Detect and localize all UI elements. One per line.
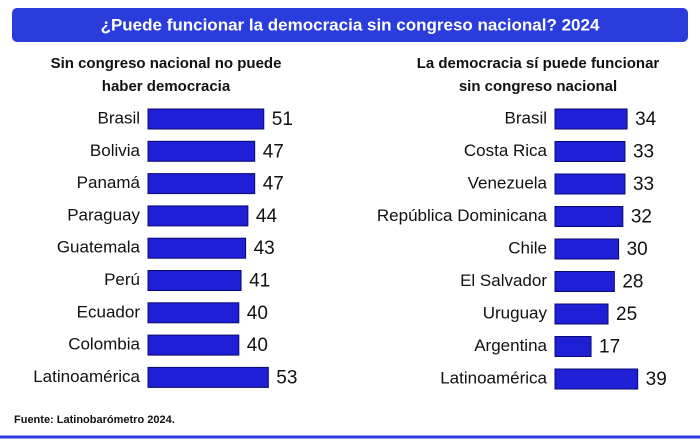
bar bbox=[147, 173, 256, 195]
value-label: 28 bbox=[622, 272, 643, 293]
category-label: El Salvador bbox=[460, 271, 547, 290]
category-label: Latinoamérica bbox=[440, 368, 547, 387]
value-label: 47 bbox=[263, 141, 284, 162]
value-label: 47 bbox=[263, 174, 284, 195]
category-label: Brasil bbox=[504, 108, 547, 127]
bar bbox=[147, 334, 240, 356]
panel-subtitle: La democracia sí puede funcionar bbox=[417, 55, 660, 72]
category-label: Bolivia bbox=[90, 141, 141, 160]
bar bbox=[554, 271, 615, 292]
panel-subtitle: Sin congreso nacional no puede bbox=[51, 55, 282, 72]
category-label: Chile bbox=[508, 238, 547, 257]
source-note: Fuente: Latinobarómetro 2024. bbox=[14, 414, 175, 426]
value-label: 53 bbox=[276, 367, 297, 388]
value-label: 41 bbox=[249, 271, 270, 292]
bar bbox=[147, 108, 265, 130]
value-label: 51 bbox=[272, 109, 293, 130]
bar bbox=[147, 205, 249, 227]
value-label: 44 bbox=[256, 206, 278, 227]
bar bbox=[554, 368, 639, 390]
value-label: 40 bbox=[247, 335, 268, 356]
category-label: Paraguay bbox=[67, 205, 140, 224]
bar bbox=[147, 302, 240, 324]
bar bbox=[554, 141, 626, 162]
category-label: Costa Rica bbox=[464, 141, 548, 160]
value-label: 30 bbox=[627, 239, 648, 260]
category-label: Venezuela bbox=[468, 173, 548, 192]
value-label: 25 bbox=[616, 304, 637, 325]
category-label: Latinoamérica bbox=[33, 367, 140, 386]
bar bbox=[554, 108, 628, 130]
bar bbox=[147, 237, 247, 259]
category-label: Ecuador bbox=[77, 302, 141, 321]
category-label: Guatemala bbox=[57, 238, 141, 257]
value-label: 32 bbox=[631, 207, 652, 228]
bar bbox=[147, 366, 269, 388]
value-label: 43 bbox=[254, 238, 275, 259]
category-label: Argentina bbox=[474, 336, 547, 355]
panel-subtitle: haber democracia bbox=[102, 78, 231, 95]
bar bbox=[554, 303, 609, 325]
bar bbox=[147, 140, 256, 162]
value-label: 39 bbox=[646, 369, 667, 390]
bar bbox=[554, 238, 620, 260]
category-label: Colombia bbox=[68, 335, 140, 354]
bar bbox=[554, 173, 626, 195]
category-label: Panamá bbox=[77, 173, 141, 192]
bar bbox=[554, 206, 624, 227]
category-label: Perú bbox=[104, 270, 140, 289]
category-label: República Dominicana bbox=[377, 206, 548, 225]
panel-subtitle: sin congreso nacional bbox=[459, 78, 617, 95]
value-label: 40 bbox=[247, 303, 268, 324]
value-label: 34 bbox=[635, 109, 657, 130]
bar bbox=[554, 336, 592, 357]
value-label: 33 bbox=[633, 174, 654, 195]
value-label: 33 bbox=[633, 142, 654, 163]
title-banner bbox=[12, 8, 688, 42]
category-label: Uruguay bbox=[483, 303, 548, 322]
category-label: Brasil bbox=[97, 108, 140, 127]
bar bbox=[147, 270, 242, 291]
chart-title: ¿Puede funcionar la democracia sin congr… bbox=[101, 15, 600, 34]
value-label: 17 bbox=[599, 337, 620, 358]
